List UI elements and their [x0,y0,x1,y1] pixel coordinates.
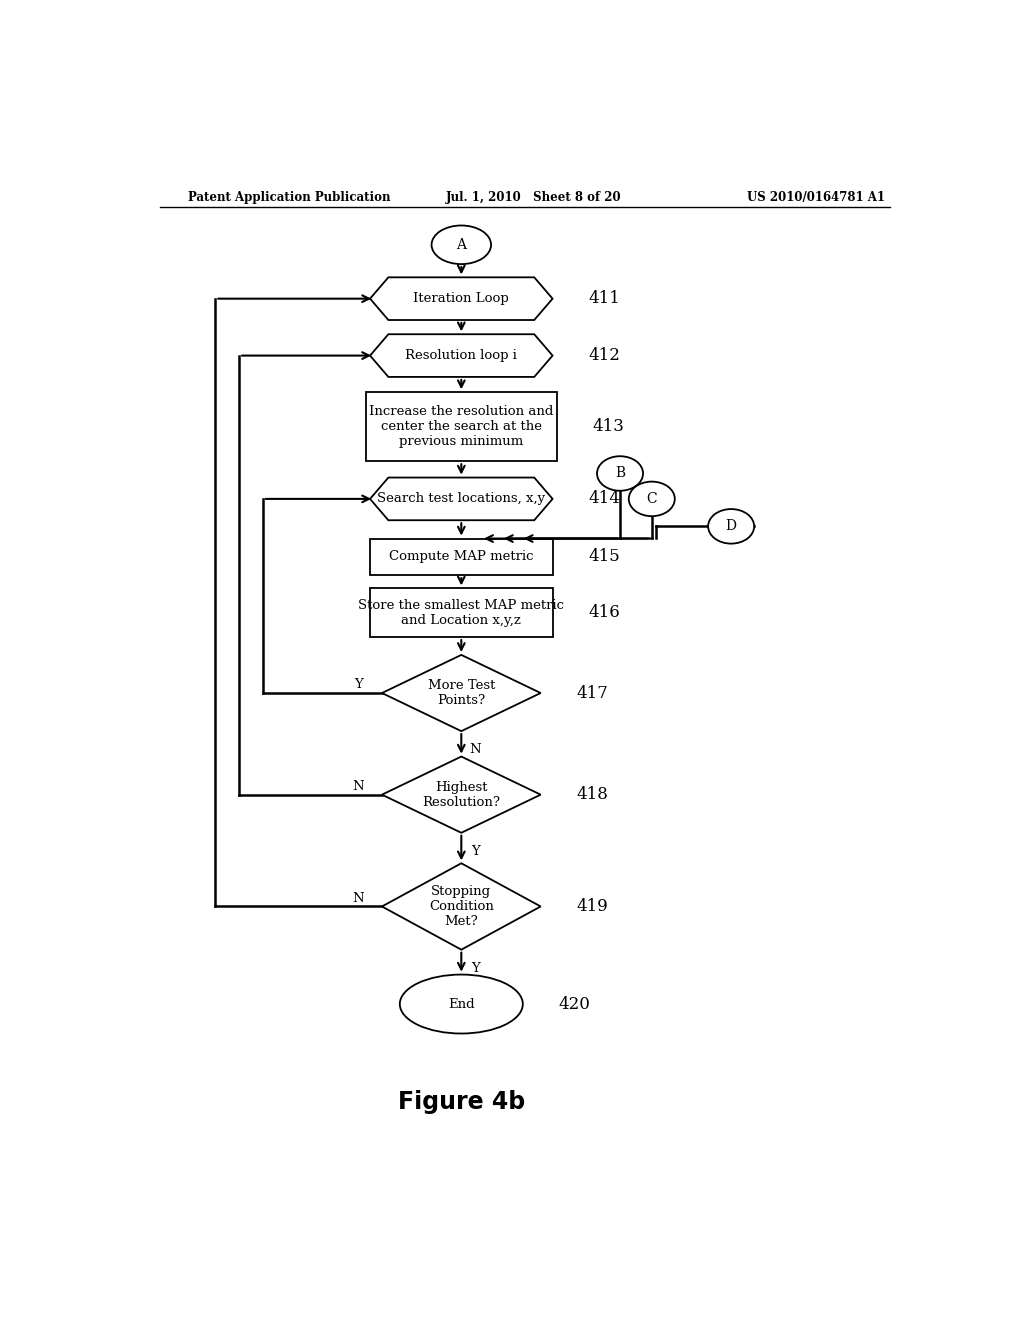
Ellipse shape [597,457,643,491]
Polygon shape [370,277,553,319]
Text: C: C [646,492,657,506]
Text: D: D [726,519,736,533]
FancyBboxPatch shape [370,589,553,638]
Polygon shape [382,655,541,731]
FancyBboxPatch shape [367,392,557,461]
Text: Jul. 1, 2010   Sheet 8 of 20: Jul. 1, 2010 Sheet 8 of 20 [445,190,622,203]
Ellipse shape [399,974,523,1034]
Text: Stopping
Condition
Met?: Stopping Condition Met? [429,884,494,928]
Text: Resolution loop i: Resolution loop i [406,348,517,362]
Text: 417: 417 [577,685,608,701]
Ellipse shape [709,510,754,544]
Ellipse shape [629,482,675,516]
Text: More Test
Points?: More Test Points? [428,678,495,708]
Ellipse shape [431,226,492,264]
Text: 413: 413 [592,418,625,436]
Text: Increase the resolution and
center the search at the
previous minimum: Increase the resolution and center the s… [369,405,554,449]
Text: Figure 4b: Figure 4b [397,1089,525,1114]
Text: 414: 414 [588,491,621,507]
Text: N: N [352,892,364,904]
Text: Compute MAP metric: Compute MAP metric [389,550,534,564]
Polygon shape [382,756,541,833]
Text: 420: 420 [558,995,591,1012]
Polygon shape [382,863,541,949]
Text: Store the smallest MAP metric
and Location x,y,z: Store the smallest MAP metric and Locati… [358,599,564,627]
Text: N: N [352,780,364,793]
Polygon shape [370,478,553,520]
Text: Search test locations, x,y: Search test locations, x,y [377,492,546,506]
Text: Y: Y [471,962,480,975]
Text: Highest
Resolution?: Highest Resolution? [422,780,501,809]
Text: US 2010/0164781 A1: US 2010/0164781 A1 [748,190,885,203]
Text: 411: 411 [588,290,621,308]
Text: Y: Y [471,845,480,858]
Text: 412: 412 [588,347,621,364]
Text: 418: 418 [577,787,608,803]
Text: A: A [457,238,466,252]
Text: B: B [615,466,625,480]
Text: 416: 416 [588,605,621,622]
Text: 419: 419 [577,898,608,915]
Text: End: End [447,998,475,1011]
Text: Y: Y [353,678,362,692]
FancyBboxPatch shape [370,539,553,576]
Text: Patent Application Publication: Patent Application Publication [187,190,390,203]
Text: 415: 415 [588,548,621,565]
Text: N: N [470,743,481,756]
Polygon shape [370,334,553,378]
Text: Iteration Loop: Iteration Loop [414,292,509,305]
